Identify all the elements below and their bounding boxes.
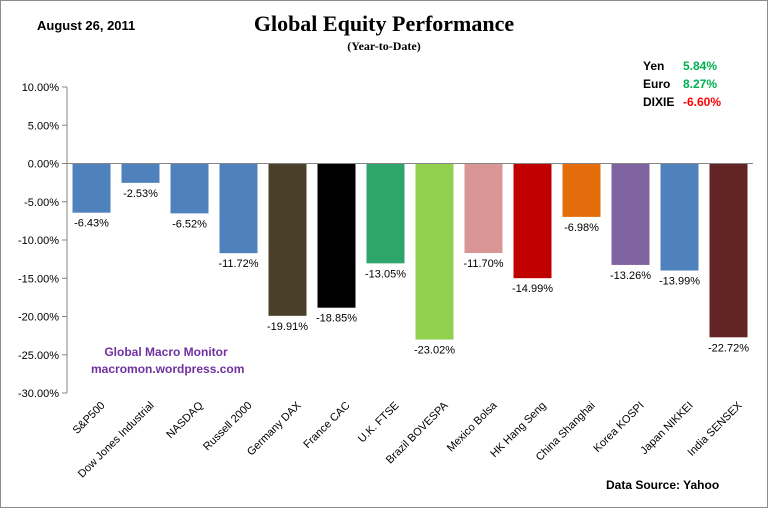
currency-label: Euro bbox=[643, 77, 671, 91]
data-label: -2.53% bbox=[123, 188, 158, 200]
y-tick-label: 5.00% bbox=[28, 120, 59, 132]
data-label: -22.72% bbox=[708, 342, 749, 354]
data-label: -11.70% bbox=[463, 258, 503, 270]
bar bbox=[219, 163, 258, 254]
y-tick-label: -10.00% bbox=[18, 235, 59, 247]
bar bbox=[611, 163, 650, 265]
data-label: -18.85% bbox=[316, 313, 357, 325]
watermark-url: macromon.wordpress.com bbox=[91, 362, 245, 376]
category-label: Mexico Bolsa bbox=[445, 399, 500, 454]
data-label: -23.02% bbox=[414, 345, 455, 357]
watermark-name: Global Macro Monitor bbox=[104, 345, 228, 359]
data-label: -6.52% bbox=[172, 218, 207, 230]
category-label: France CAC bbox=[301, 400, 352, 451]
bar bbox=[415, 163, 454, 340]
bar bbox=[366, 163, 405, 264]
currency-value: 5.84% bbox=[683, 59, 718, 73]
bar bbox=[464, 163, 503, 254]
data-label: -6.43% bbox=[74, 218, 109, 230]
data-label: -6.98% bbox=[564, 222, 599, 234]
currency-yen: Yen 5.84% bbox=[643, 59, 717, 73]
data-label: -11.72% bbox=[218, 258, 258, 270]
bar bbox=[513, 163, 552, 279]
data-label: -13.26% bbox=[610, 270, 651, 282]
bar bbox=[317, 163, 356, 308]
bar bbox=[268, 163, 307, 316]
data-label: -14.99% bbox=[512, 283, 553, 295]
currency-value: -6.60% bbox=[683, 95, 722, 109]
y-tick-label: -5.00% bbox=[24, 197, 59, 209]
bar bbox=[121, 163, 160, 183]
category-label: S&P500 bbox=[71, 400, 108, 437]
y-tick-label: -30.00% bbox=[18, 388, 59, 400]
currency-euro: Euro 8.27% bbox=[643, 77, 717, 91]
category-label: Korea KOSPI bbox=[591, 400, 646, 455]
y-tick-label: -25.00% bbox=[18, 350, 59, 362]
bar bbox=[72, 163, 111, 213]
data-label: -19.91% bbox=[267, 321, 308, 333]
currency-value: 8.27% bbox=[683, 77, 718, 91]
currency-label: Yen bbox=[643, 59, 665, 73]
bar bbox=[170, 163, 209, 214]
chart-title: Global Equity Performance bbox=[253, 11, 515, 36]
y-tick-label: -15.00% bbox=[18, 273, 59, 285]
data-source: Data Source: Yahoo bbox=[606, 478, 720, 492]
y-tick-label: 0.00% bbox=[28, 159, 59, 171]
bar bbox=[660, 163, 699, 271]
currency-label: DIXIE bbox=[643, 95, 675, 109]
bar bbox=[562, 163, 601, 217]
bar bbox=[709, 163, 748, 338]
category-label: U.K. FTSE bbox=[356, 400, 402, 446]
y-tick-label: 10.00% bbox=[22, 82, 60, 94]
currency-dixie: DIXIE -6.60% bbox=[643, 95, 721, 109]
y-tick-label: -20.00% bbox=[18, 312, 59, 324]
chart-subtitle: (Year-to-Date) bbox=[347, 39, 421, 53]
data-label: -13.05% bbox=[365, 268, 406, 280]
data-label: -13.99% bbox=[659, 276, 700, 288]
category-label: Russell 2000 bbox=[201, 400, 254, 453]
report-date: August 26, 2011 bbox=[37, 18, 136, 33]
category-label: NASDAQ bbox=[164, 399, 206, 441]
